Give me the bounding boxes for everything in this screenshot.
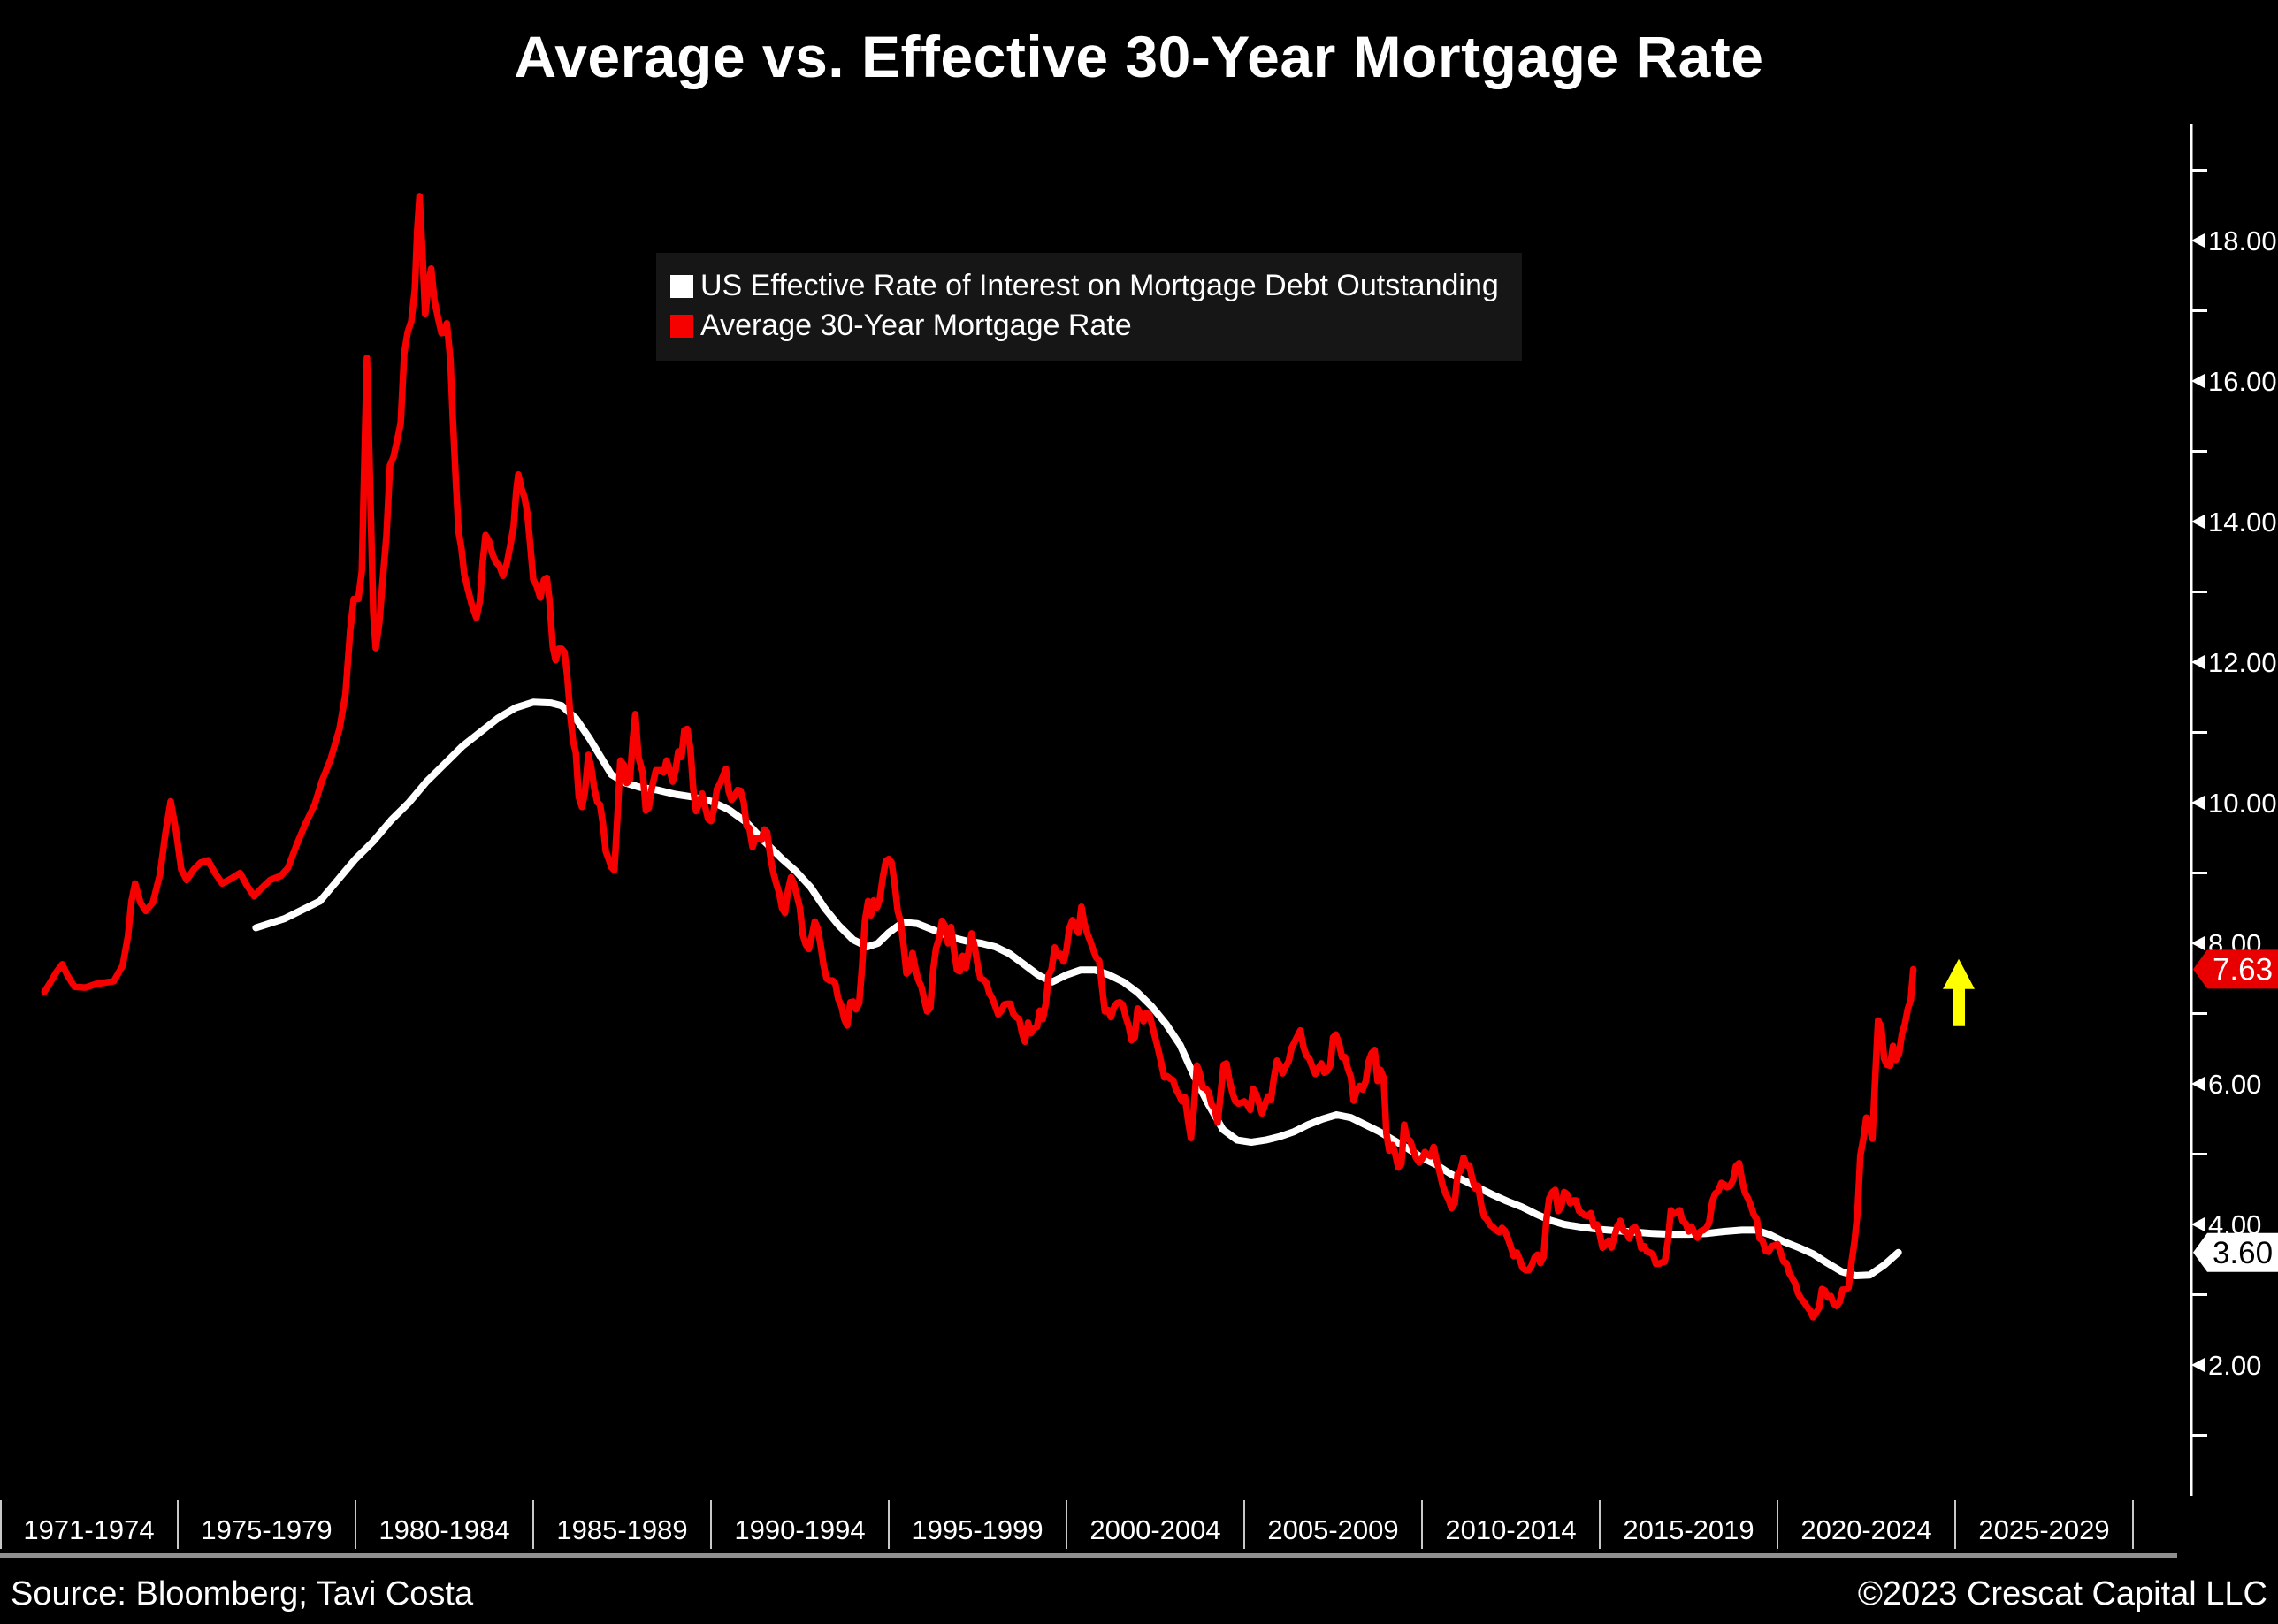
- x-axis-label: 2005-2009: [1267, 1514, 1398, 1545]
- y-axis-tick-label: 12.00: [2208, 647, 2277, 678]
- x-axis-label: 2000-2004: [1089, 1514, 1220, 1545]
- y-axis-tick-label: 14.00: [2208, 507, 2277, 538]
- y-axis-tick-label: 18.00: [2208, 225, 2277, 256]
- y-axis-tick-arrow-icon: [2191, 655, 2205, 669]
- y-axis-tick-label: 10.00: [2208, 788, 2277, 819]
- x-axis-label: 1980-1984: [378, 1514, 509, 1545]
- legend-item-effective-rate: US Effective Rate of Interest on Mortgag…: [670, 269, 1499, 303]
- white-series-swatch-icon: [670, 274, 693, 298]
- y-axis-tick-label: 2.00: [2208, 1350, 2261, 1381]
- x-axis-label: 2010-2014: [1445, 1514, 1576, 1545]
- copyright-credit: ©2023 Crescat Capital LLC: [1857, 1575, 2267, 1613]
- source-credit: Source: Bloomberg; Tavi Costa: [11, 1575, 474, 1613]
- legend-item-average-rate: Average 30-Year Mortgage Rate: [670, 309, 1499, 343]
- last-price-tag-label: 3.60: [2213, 1236, 2273, 1270]
- y-axis-tick-label: 16.00: [2208, 366, 2277, 397]
- x-axis-label: 2015-2019: [1623, 1514, 1754, 1545]
- legend-label: US Effective Rate of Interest on Mortgag…: [700, 269, 1499, 302]
- red-series-swatch-icon: [670, 314, 693, 338]
- x-axis-label: 1990-1994: [734, 1514, 865, 1545]
- x-axis-label: 1971-1974: [23, 1514, 154, 1545]
- y-axis-tick-arrow-icon: [2191, 1217, 2205, 1231]
- x-axis-label: 2025-2029: [1978, 1514, 2109, 1545]
- last-price-tag-red: [2193, 949, 2278, 989]
- x-axis-label: 1975-1979: [201, 1514, 332, 1545]
- x-axis-label: 1995-1999: [912, 1514, 1043, 1545]
- x-axis-label: 1985-1989: [556, 1514, 687, 1545]
- up-arrow-icon: [1943, 958, 1976, 1026]
- y-axis-tick-arrow-icon: [2191, 936, 2205, 950]
- chart-title: Average vs. Effective 30-Year Mortgage R…: [514, 24, 1764, 89]
- y-axis-tick-arrow-icon: [2191, 1358, 2205, 1372]
- x-axis-label: 2020-2024: [1800, 1514, 1931, 1545]
- y-axis-tick-arrow-icon: [2191, 1077, 2205, 1091]
- y-axis-tick-arrow-icon: [2191, 515, 2205, 529]
- y-axis-tick-label: 6.00: [2208, 1069, 2261, 1100]
- average-mortgage-rate-line: [41, 193, 1917, 1321]
- effective-rate-line: [252, 698, 1902, 1279]
- y-axis-tick-arrow-icon: [2191, 796, 2205, 810]
- last-price-tag-label: 7.63: [2213, 952, 2273, 987]
- bottom-separator-line: [0, 1553, 2177, 1558]
- last-price-tag-white: [2193, 1232, 2278, 1272]
- legend-label: Average 30-Year Mortgage Rate: [700, 309, 1132, 342]
- legend: US Effective Rate of Interest on Mortgag…: [656, 253, 1522, 361]
- y-axis-tick-arrow-icon: [2191, 374, 2205, 388]
- y-axis-tick-arrow-icon: [2191, 233, 2205, 248]
